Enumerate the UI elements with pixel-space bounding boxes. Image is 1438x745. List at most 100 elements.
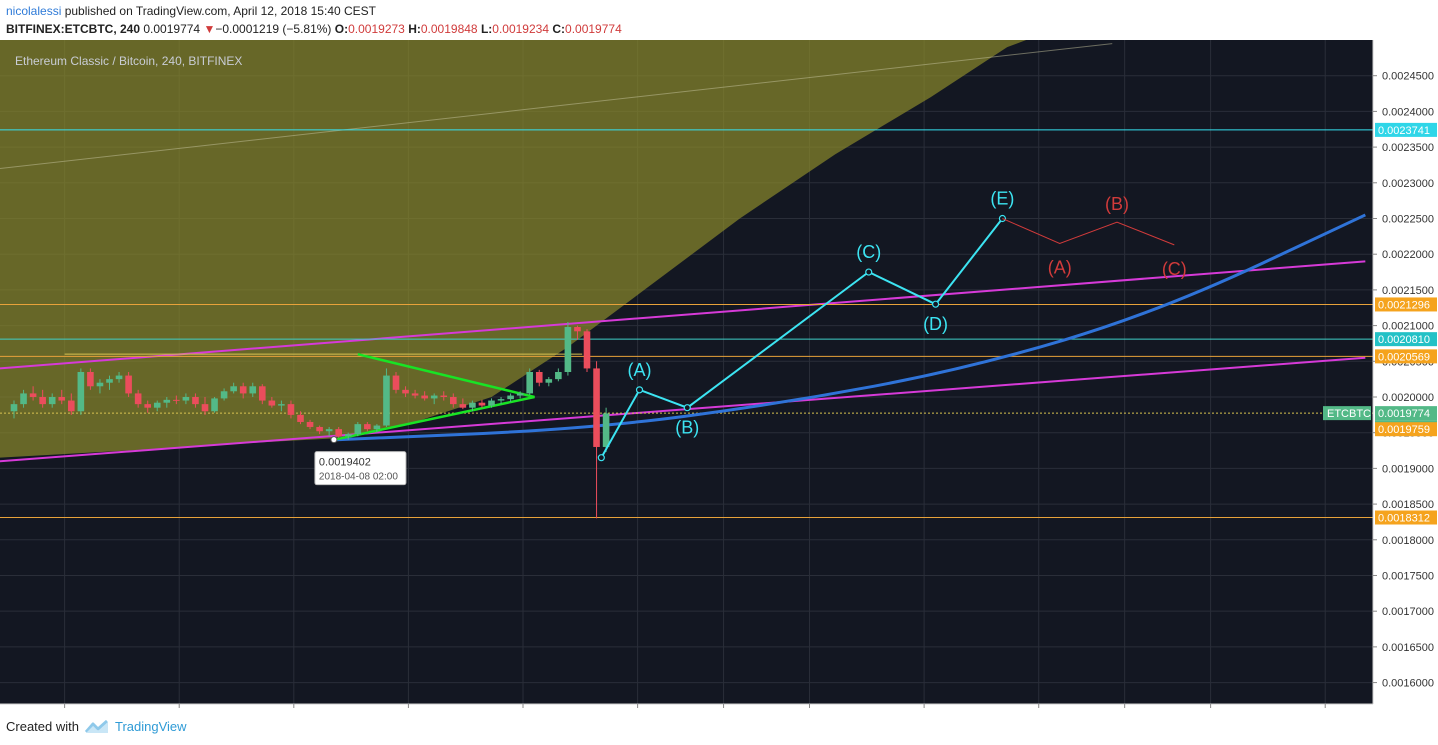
price-chart[interactable]: (A) (B) (C) (D) (E) (A) (B) (C) Ethereum Classic… [0,40,1438,710]
candle-body [297,414,304,422]
candle-body [68,400,75,412]
wave-label: (E) [990,188,1014,208]
level-price-tag-bg [1375,297,1437,312]
candle-body [583,331,591,369]
candle-body [87,372,94,387]
y-tick-label: 0.0023500 [1382,142,1434,154]
magenta-trendline [0,356,1366,463]
candle-body [259,386,266,401]
level-price-tag: 0.0020810 [1378,334,1430,346]
candle-body [77,372,85,412]
candle-body [440,395,448,397]
wave-point [683,404,691,412]
y-tick-label: 0.0022000 [1382,249,1434,261]
wave-point [931,300,940,308]
candle-body [478,402,486,406]
high-label: H: [408,22,421,36]
candle-body [153,402,161,408]
candle-body [593,368,600,447]
candle-body [230,386,237,392]
candle-body [497,399,505,401]
tradingview-link[interactable]: TradingView [114,719,187,734]
wave-label: (B) [675,418,699,438]
candle-body [29,393,37,397]
time-axis-background [0,704,1438,710]
marker-price-tag: 0.0019759 [1378,424,1430,436]
candle-body [201,404,209,412]
low-tooltip-price: 0.0019402 [319,457,371,469]
close-label: C: [552,22,566,36]
candle-body [278,404,285,406]
candle-body [564,327,572,372]
wave-correction-label: (A) [1048,257,1072,277]
y-tick-label: 0.0024000 [1382,106,1434,118]
candle-body [182,396,190,401]
y-tick-label: 0.0019000 [1382,463,1434,475]
candle-body [526,372,533,394]
y-tick-label: 0.0017000 [1382,606,1434,618]
level-price-tag-bg [1375,332,1437,347]
low-value: 0.0019234 [492,22,549,36]
elliott-wave-main [600,217,1004,459]
y-tick-label: 0.0016500 [1382,642,1434,654]
candle-body [287,404,295,415]
wave-point [597,454,605,462]
blue-curve [332,213,1367,442]
candle-body [545,379,553,383]
price-axis-background [1373,40,1438,704]
candle-body [411,393,419,396]
candle-body [469,402,476,408]
footer: Created with TradingView [6,719,187,734]
candle-body [383,375,390,426]
candle-body [173,399,180,401]
low-tooltip-date: 2018-04-08 02:00 [319,472,398,483]
green-triangle [333,352,535,442]
candle-body [10,404,18,412]
author-link[interactable]: nicolalessi [6,4,62,18]
last-value: 0.0019774 [143,22,201,36]
candle-body [106,379,113,383]
candle-body [192,396,199,405]
tradingview-logo-icon [84,719,108,733]
candle-body [249,386,257,394]
level-price-tag-bg [1375,122,1437,137]
wave-label: (A) [628,360,652,380]
candle-body [354,424,362,435]
candle-body [516,393,524,396]
candle-body [163,399,171,403]
candle-body [344,434,352,437]
candle-body [58,396,66,401]
level-price-tag-bg [1375,510,1437,525]
candle-body [459,404,467,408]
candle-body [555,372,562,380]
low-label: L: [480,22,493,36]
open-value: 0.0019273 [348,22,405,36]
wave-point [635,386,644,394]
publish-text: published on TradingView.com, April 12, … [61,4,377,18]
candle-body [602,413,610,447]
change-value: −0.0001219 (−5.81%) [215,22,332,36]
candle-body [373,425,381,430]
down-triangle-icon: ▼ [203,22,216,36]
ohlc-bar: BITFINEX:ETCBTC, 240 0.0019774 ▼−0.00012… [6,22,622,36]
magenta-trendline [0,260,1366,370]
created-with-text: Created with [6,719,79,734]
plot-area: (A) (B) (C) (D) (E) (A) (B) (C) Ethereum Classic… [0,40,1373,704]
close-value: 0.0019774 [565,22,622,36]
y-tick-label: 0.0021000 [1382,321,1434,333]
candle-body [39,396,46,405]
candle-body [574,327,581,332]
faint-arc-line [0,43,1113,169]
low-point-marker [330,436,338,444]
y-tick-label: 0.0022500 [1382,213,1434,225]
candle-body [125,375,132,394]
candle-body [220,391,228,399]
y-tick-label: 0.0017500 [1382,570,1434,582]
candle-body [421,395,428,399]
candle-body [507,395,514,400]
wave-label: (C) [856,242,881,262]
y-tick-label: 0.0016000 [1382,678,1434,690]
low-tooltip-box [314,451,407,486]
candle-body [325,429,333,432]
level-price-tag: 0.0021296 [1378,299,1430,311]
